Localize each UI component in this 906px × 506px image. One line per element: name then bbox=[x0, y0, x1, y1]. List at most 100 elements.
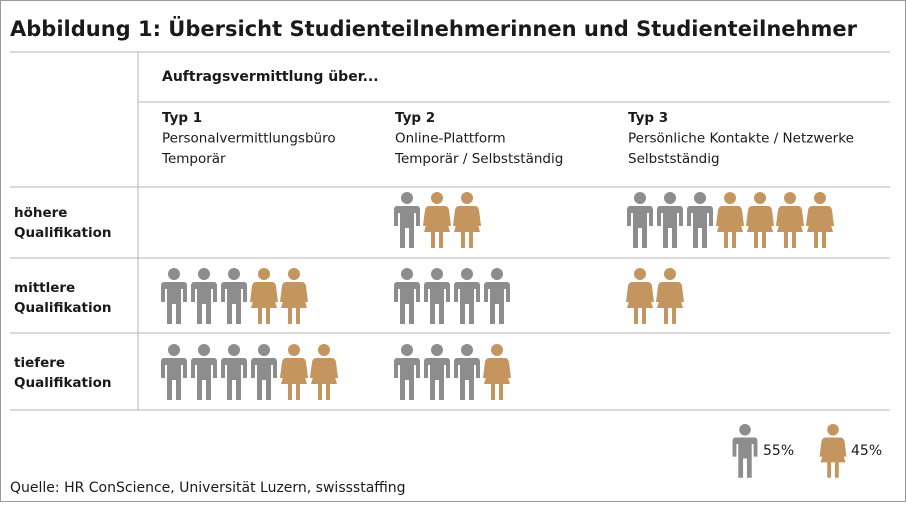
icon-head bbox=[694, 192, 706, 204]
icon-body bbox=[484, 282, 510, 324]
icon-head bbox=[634, 268, 646, 280]
icon-body bbox=[161, 358, 187, 400]
female-icon bbox=[776, 192, 804, 248]
icon-head bbox=[431, 192, 443, 204]
male-icon bbox=[191, 344, 217, 400]
title: Abbildung 1: Übersicht Studienteilnehmer… bbox=[10, 16, 858, 41]
column-type: Typ 3 bbox=[628, 110, 668, 126]
icon-body bbox=[394, 206, 420, 248]
icon-body bbox=[250, 282, 278, 324]
female-icon bbox=[423, 192, 451, 248]
icon-head bbox=[401, 268, 413, 280]
icon-head bbox=[168, 268, 180, 280]
male-icon bbox=[394, 268, 420, 324]
icon-head bbox=[491, 268, 503, 280]
male-icon bbox=[221, 344, 247, 400]
male-icon bbox=[484, 268, 510, 324]
row-label: Qualifikation bbox=[14, 375, 112, 391]
icon-body bbox=[819, 437, 847, 478]
male-icon bbox=[161, 268, 187, 324]
icon-head bbox=[461, 192, 473, 204]
male-icon bbox=[454, 344, 480, 400]
source: Quelle: HR ConScience, Universität Luzer… bbox=[10, 480, 406, 496]
icon-head bbox=[724, 192, 736, 204]
icon-body bbox=[776, 206, 804, 248]
icon-head bbox=[168, 344, 180, 356]
icon-head bbox=[827, 424, 839, 436]
icon-body bbox=[806, 206, 834, 248]
icon-body bbox=[687, 206, 713, 248]
icon-head bbox=[198, 268, 210, 280]
icon-head bbox=[401, 344, 413, 356]
icon-head bbox=[228, 344, 240, 356]
icon-head bbox=[318, 344, 330, 356]
icon-head bbox=[258, 268, 270, 280]
female-icon bbox=[250, 268, 278, 324]
female-icon bbox=[453, 192, 481, 248]
icon-body bbox=[483, 358, 511, 400]
male-icon bbox=[394, 344, 420, 400]
icon-head bbox=[431, 344, 443, 356]
column-desc: Persönliche Kontakte / Netzwerke bbox=[628, 131, 854, 147]
column-desc: Online-Plattform bbox=[395, 131, 506, 147]
column-desc: Temporär / Selbstständig bbox=[394, 151, 563, 167]
row-label: mittlere bbox=[14, 280, 75, 296]
icon-head bbox=[461, 344, 473, 356]
icon-body bbox=[423, 206, 451, 248]
male-icon bbox=[454, 268, 480, 324]
icon-body bbox=[656, 282, 684, 324]
male-icon bbox=[732, 424, 758, 478]
icon-body bbox=[221, 358, 247, 400]
female-icon bbox=[746, 192, 774, 248]
column-type: Typ 1 bbox=[162, 110, 202, 126]
male-icon bbox=[424, 344, 450, 400]
male-icon bbox=[424, 268, 450, 324]
male-icon bbox=[221, 268, 247, 324]
header: Auftragsvermittlung über... bbox=[162, 69, 379, 85]
column-desc: Selbstständig bbox=[628, 151, 720, 167]
icon-head bbox=[664, 192, 676, 204]
female-icon bbox=[716, 192, 744, 248]
male-icon bbox=[627, 192, 653, 248]
female-icon bbox=[483, 344, 511, 400]
icon-body bbox=[280, 358, 308, 400]
male-icon bbox=[161, 344, 187, 400]
icon-body bbox=[394, 282, 420, 324]
icon-body bbox=[746, 206, 774, 248]
icon-body bbox=[424, 358, 450, 400]
icon-body bbox=[191, 282, 217, 324]
column-desc: Temporär bbox=[161, 151, 226, 167]
legend-label: 45% bbox=[851, 443, 882, 459]
female-icon bbox=[819, 424, 847, 478]
male-icon bbox=[687, 192, 713, 248]
icon-body bbox=[454, 282, 480, 324]
icon-body bbox=[716, 206, 744, 248]
icon-head bbox=[461, 268, 473, 280]
row-label: Qualifikation bbox=[14, 300, 112, 316]
icon-body bbox=[453, 206, 481, 248]
icon-head bbox=[288, 268, 300, 280]
icon-body bbox=[657, 206, 683, 248]
column-type: Typ 2 bbox=[395, 110, 435, 126]
icon-head bbox=[784, 192, 796, 204]
female-icon bbox=[280, 344, 308, 400]
male-icon bbox=[394, 192, 420, 248]
icon-head bbox=[228, 268, 240, 280]
male-icon bbox=[191, 268, 217, 324]
legend-label: 55% bbox=[763, 443, 794, 459]
icon-body bbox=[732, 437, 758, 478]
row-label: höhere bbox=[14, 205, 67, 221]
icon-head bbox=[258, 344, 270, 356]
icon-body bbox=[280, 282, 308, 324]
icon-body bbox=[191, 358, 217, 400]
icon-head bbox=[288, 344, 300, 356]
female-icon bbox=[310, 344, 338, 400]
male-icon bbox=[251, 344, 277, 400]
icon-body bbox=[161, 282, 187, 324]
icon-body bbox=[626, 282, 654, 324]
icon-body bbox=[424, 282, 450, 324]
female-icon bbox=[626, 268, 654, 324]
icon-body bbox=[221, 282, 247, 324]
